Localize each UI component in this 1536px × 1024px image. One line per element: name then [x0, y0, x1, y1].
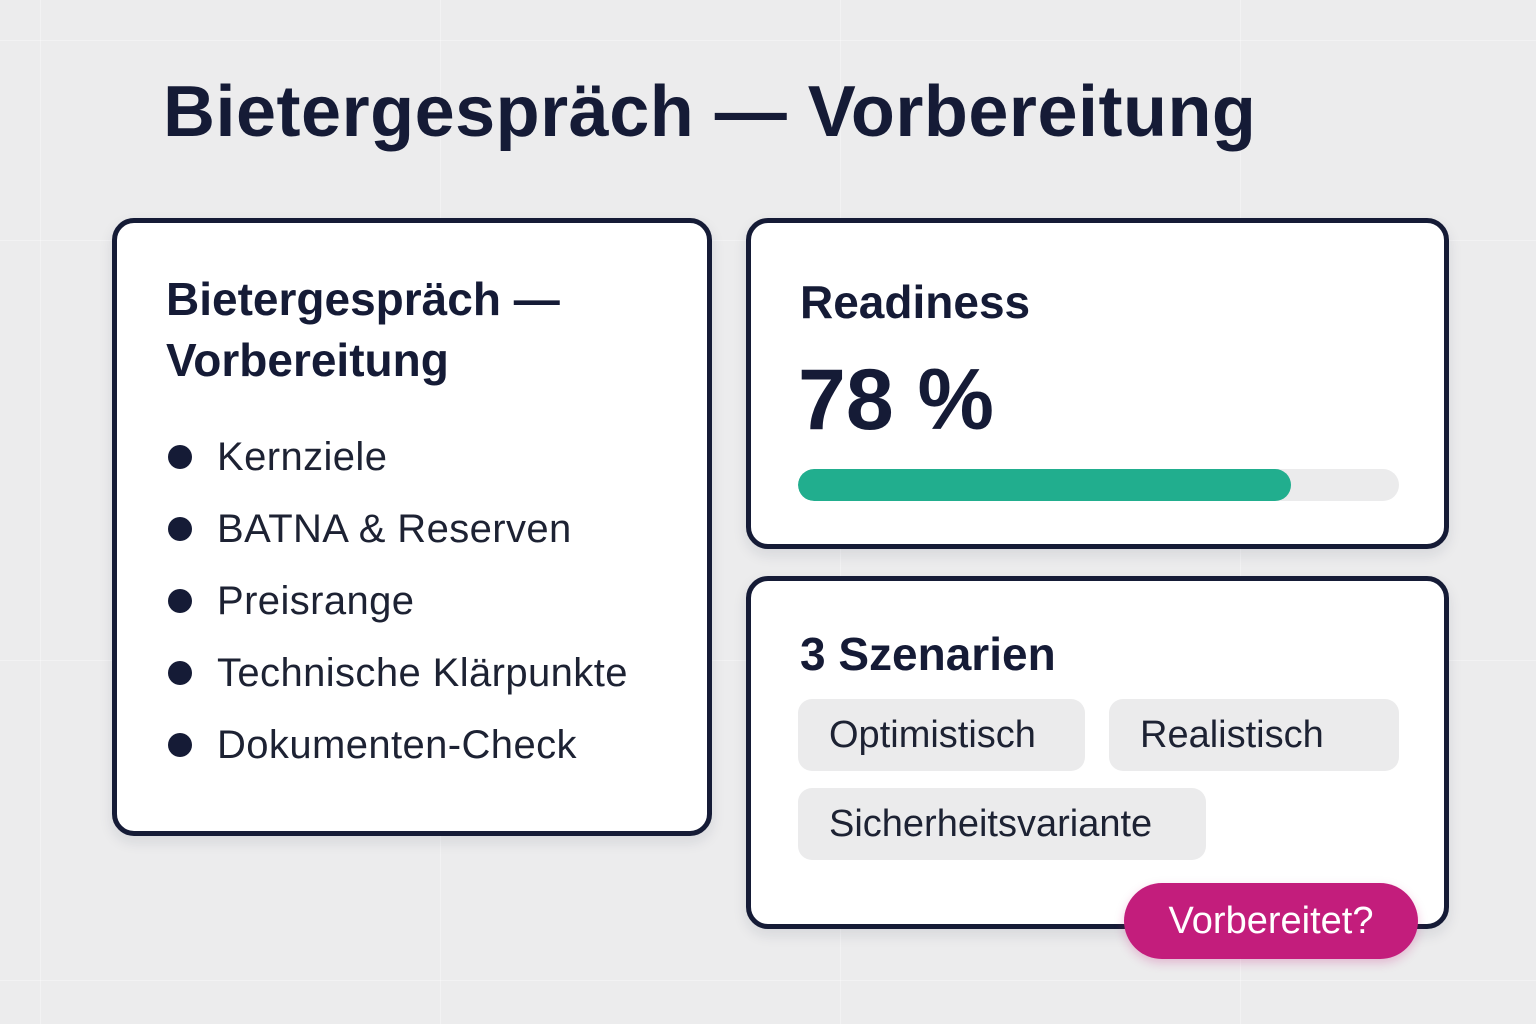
checklist-item: Preisrange — [168, 565, 628, 637]
scenario-chip-safety[interactable]: Sicherheitsvariante — [798, 788, 1206, 860]
prepared-button[interactable]: Vorbereitet? — [1124, 883, 1418, 959]
background-gridline — [0, 980, 1536, 981]
checklist-item: Technische Klärpunkte — [168, 637, 628, 709]
bullet-icon — [168, 733, 192, 757]
preparation-checklist-card: Bietergespräch — Vorbereitung Kernziele … — [112, 218, 712, 836]
checklist-item-label: Kernziele — [217, 434, 388, 479]
bullet-icon — [168, 589, 192, 613]
scenarios-card: 3 Szenarien Optimistisch Realistisch Sic… — [746, 576, 1449, 929]
background-gridline — [0, 40, 1536, 41]
checklist-item: Kernziele — [168, 421, 628, 493]
readiness-card: Readiness 78 % — [746, 218, 1449, 549]
preparation-checklist: Kernziele BATNA & Reserven Preisrange Te… — [168, 421, 628, 781]
bullet-icon — [168, 445, 192, 469]
readiness-percentage: 78 % — [798, 352, 995, 448]
checklist-card-title: Bietergespräch — Vorbereitung — [166, 273, 560, 386]
checklist-item-label: Technische Klärpunkte — [217, 650, 628, 695]
checklist-item-label: Dokumenten-Check — [217, 722, 577, 767]
checklist-item: BATNA & Reserven — [168, 493, 628, 565]
checklist-item: Dokumenten-Check — [168, 709, 628, 781]
checklist-item-label: Preisrange — [217, 578, 415, 623]
scenario-chip-realistic[interactable]: Realistisch — [1109, 699, 1399, 771]
readiness-progress-fill — [798, 469, 1291, 501]
checklist-item-label: BATNA & Reserven — [217, 506, 572, 551]
bullet-icon — [168, 517, 192, 541]
background-gridline — [40, 0, 41, 1024]
bullet-icon — [168, 661, 192, 685]
readiness-progress-bar — [798, 469, 1399, 501]
page-title: Bietergespräch — Vorbereitung — [163, 72, 1257, 152]
readiness-title: Readiness — [800, 276, 1031, 328]
scenarios-title: 3 Szenarien — [800, 628, 1056, 680]
scenario-chip-optimistic[interactable]: Optimistisch — [798, 699, 1085, 771]
